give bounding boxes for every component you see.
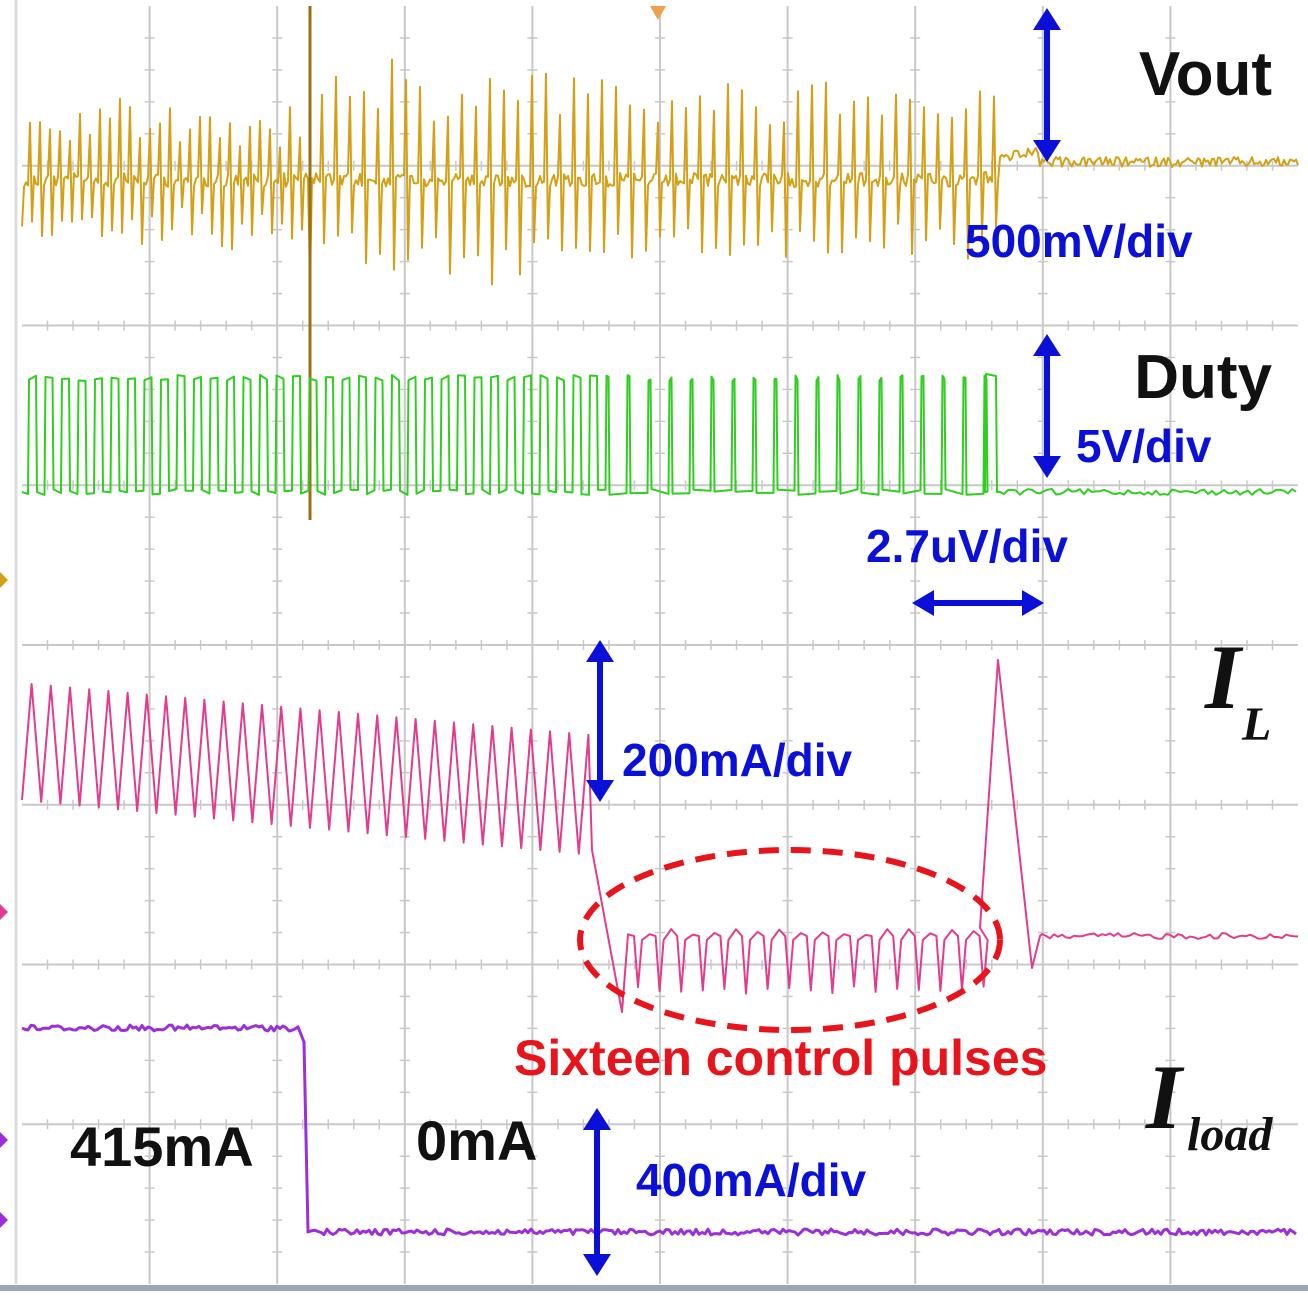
vout-label: Vout xyxy=(1139,40,1272,109)
il-trace xyxy=(21,659,1299,1013)
time-scale-arrow-head-right xyxy=(1022,590,1044,616)
il-scale-arrow-head-down xyxy=(586,780,614,802)
duty-label: Duty xyxy=(1134,343,1272,412)
svg-text:I: I xyxy=(1145,1046,1185,1148)
il-scale-arrow-head-up xyxy=(586,640,614,662)
duty-scale-arrow-head-up xyxy=(1033,334,1061,356)
channel-marker xyxy=(0,1132,8,1148)
iload-scale-arrow-head-down xyxy=(583,1254,611,1276)
channel-marker xyxy=(0,1212,8,1228)
duty-scale-label: 5V/div xyxy=(1076,420,1212,472)
control-pulses-annotation: Sixteen control pulses xyxy=(514,1030,1047,1086)
waveforms xyxy=(21,6,1299,1237)
iload-scale-arrow-head-up xyxy=(583,1108,611,1130)
time-scale-arrow-head-left xyxy=(912,590,934,616)
load-before-label: 415mA xyxy=(70,1115,254,1178)
vout-scale-arrow-head-up xyxy=(1033,8,1061,30)
channel-marker xyxy=(0,572,8,588)
duty-scale-arrow-head-down xyxy=(1033,456,1061,478)
vout-scale-label: 500mV/div xyxy=(965,215,1193,267)
channel-marker xyxy=(0,904,8,920)
trigger-marker xyxy=(650,6,666,20)
svg-text:L: L xyxy=(1241,698,1271,751)
iload-trace xyxy=(21,1023,1297,1237)
scale-arrows xyxy=(583,8,1061,1276)
iload-scale-label: 400mA/div xyxy=(636,1154,867,1206)
vout-trace xyxy=(21,58,1299,286)
il-label: I L xyxy=(1204,626,1271,751)
il-scale-label: 200mA/div xyxy=(622,734,853,786)
svg-text:load: load xyxy=(1187,1108,1273,1161)
control-pulses-ellipse xyxy=(577,847,1003,1033)
svg-text:I: I xyxy=(1204,626,1244,728)
time-scale-label: 2.7uV/div xyxy=(866,520,1068,572)
iload-label: I load xyxy=(1145,1046,1273,1161)
load-after-label: 0mA xyxy=(416,1109,537,1172)
vout-scale-arrow-head-down xyxy=(1033,140,1061,162)
duty-trace xyxy=(21,373,1297,496)
